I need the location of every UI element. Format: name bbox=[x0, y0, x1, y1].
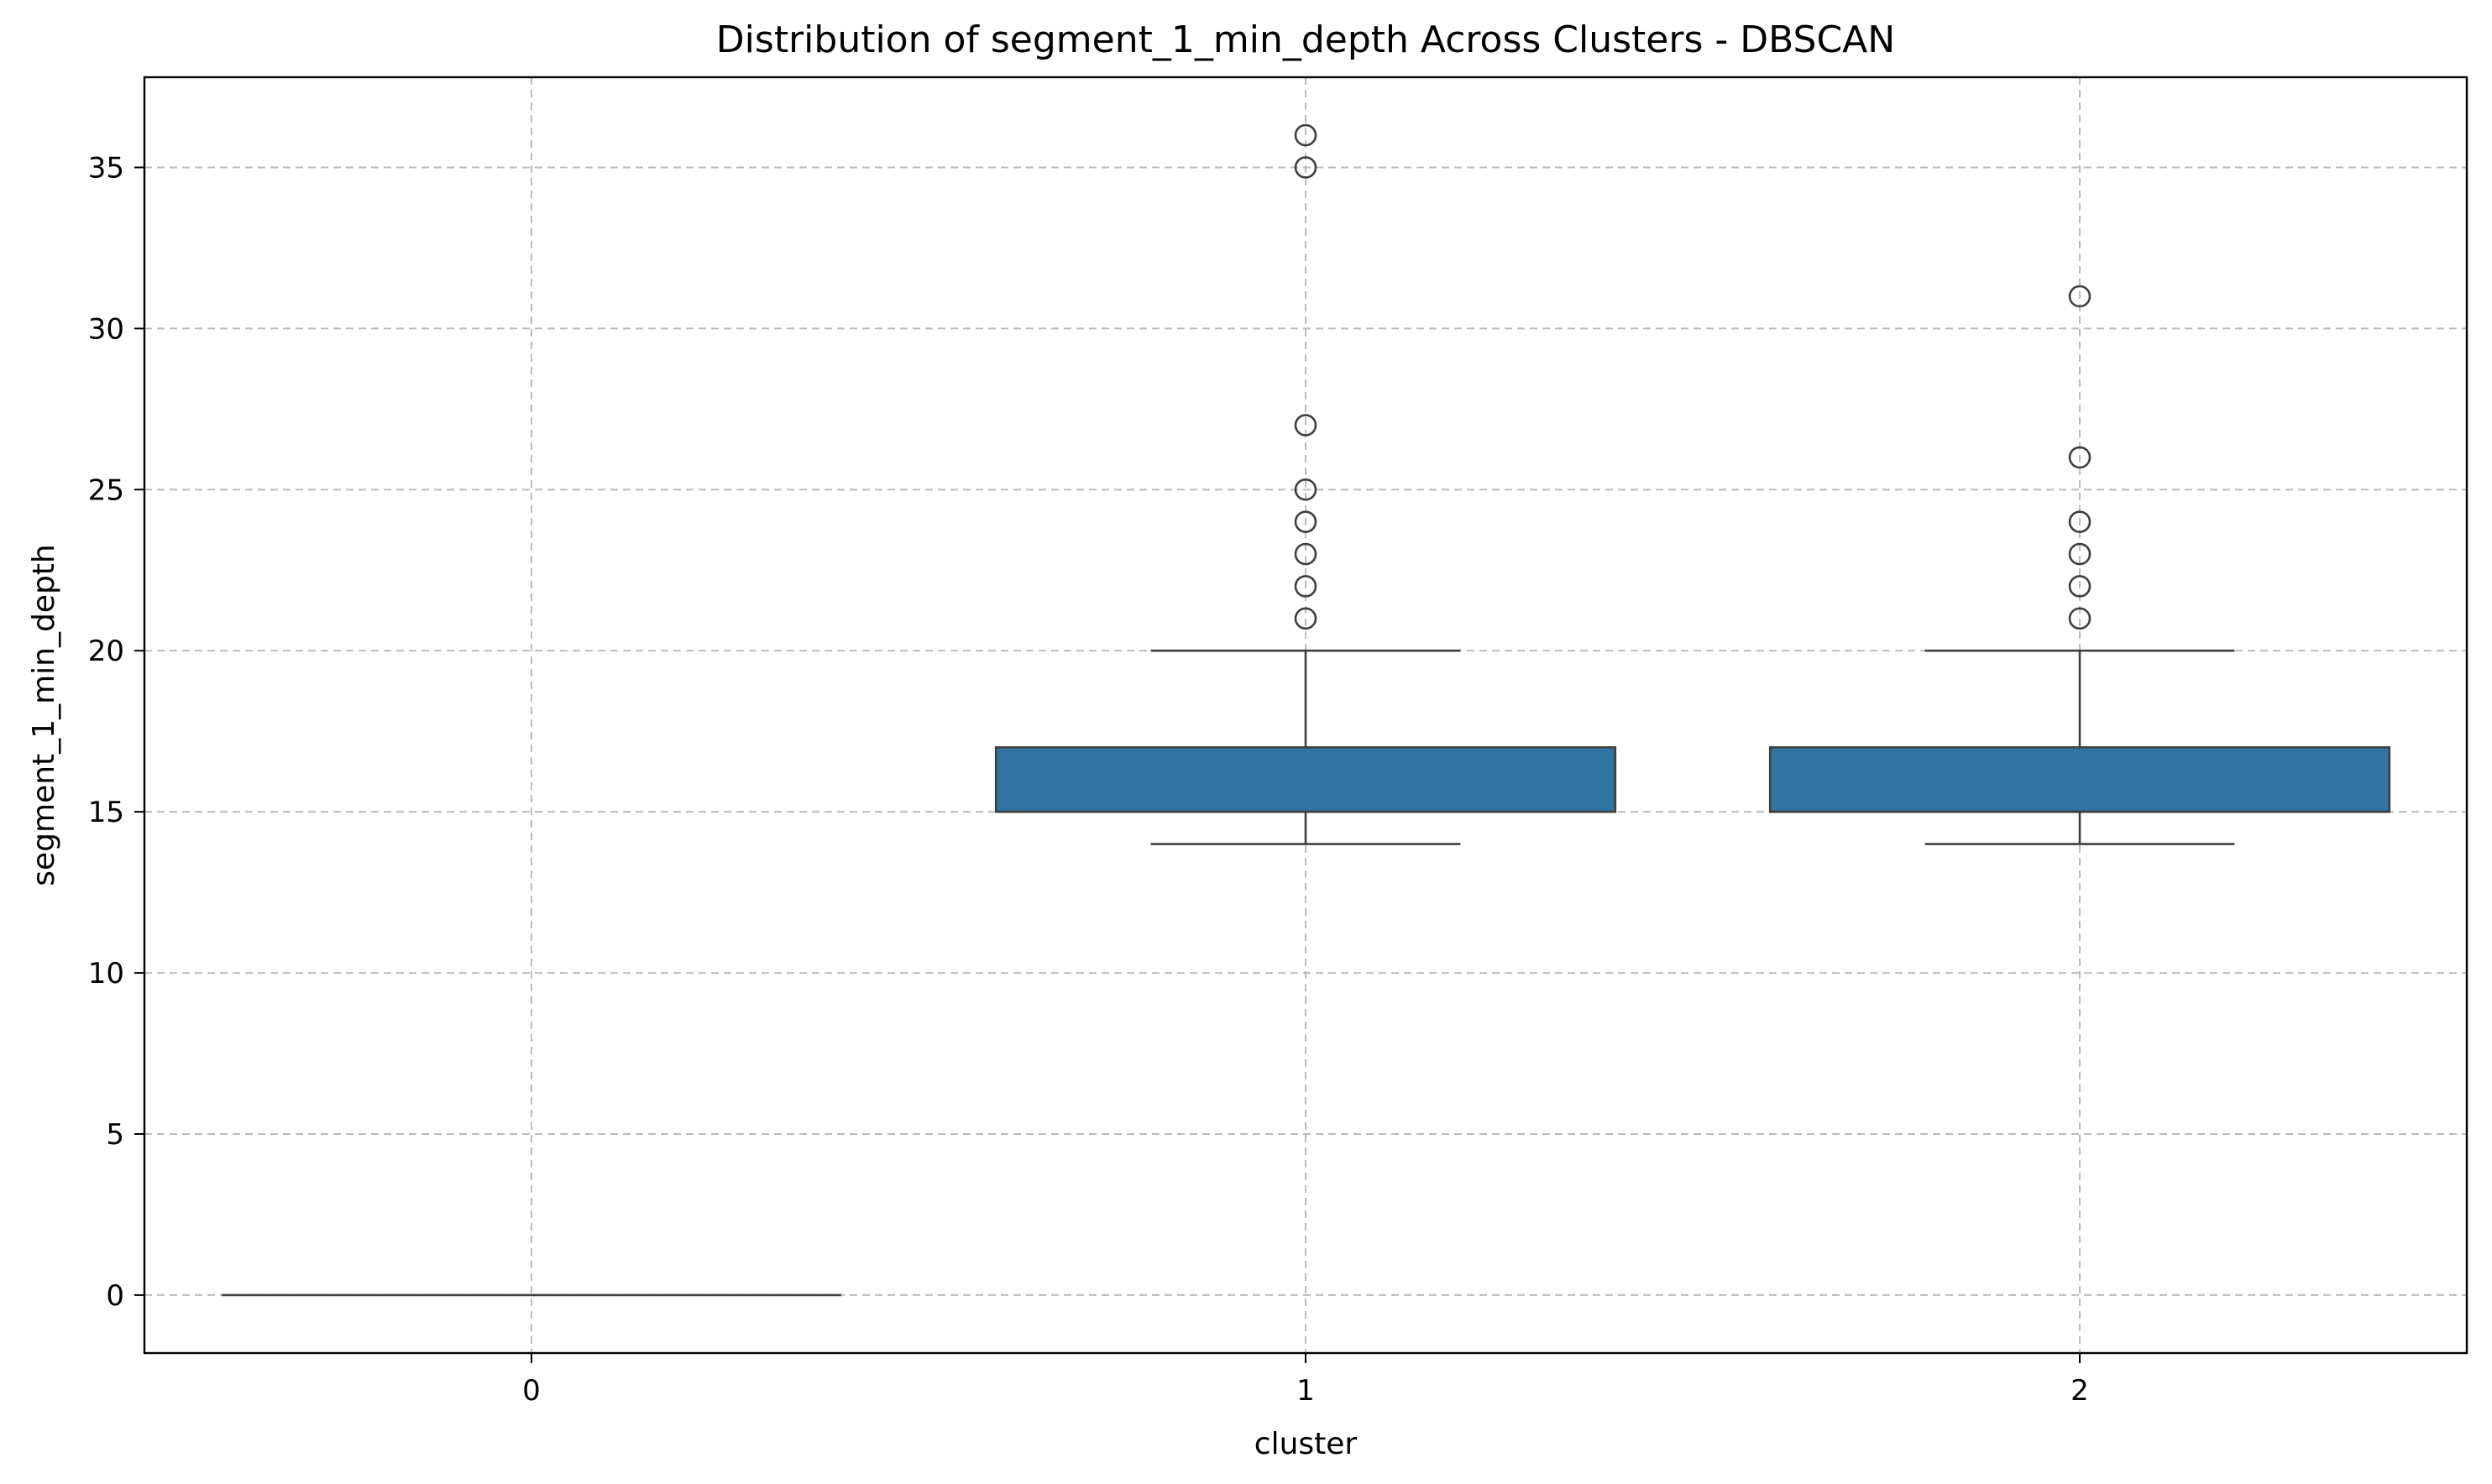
x-tick-label: 2 bbox=[2071, 1374, 2089, 1408]
outlier-point bbox=[2068, 510, 2092, 533]
outlier-point bbox=[1294, 123, 1317, 147]
x-tick-label: 1 bbox=[1296, 1374, 1315, 1408]
outlier-point bbox=[1294, 542, 1317, 566]
y-tick-label: 5 bbox=[106, 1118, 124, 1152]
outlier-point bbox=[2068, 542, 2092, 566]
y-tick-label: 10 bbox=[88, 957, 124, 990]
outlier-point bbox=[1294, 510, 1317, 533]
outlier-point bbox=[2068, 575, 2092, 598]
outlier-point bbox=[1294, 414, 1317, 436]
box-iqr bbox=[994, 746, 1617, 813]
outlier-point bbox=[2068, 285, 2092, 308]
y-tick-label: 30 bbox=[88, 312, 124, 346]
chart-title: Distribution of segment_1_min_depth Acro… bbox=[716, 18, 1895, 61]
box-iqr bbox=[1768, 746, 2391, 813]
y-tick-label: 25 bbox=[88, 473, 124, 507]
outlier-point bbox=[2068, 607, 2092, 630]
outlier-point bbox=[1294, 607, 1317, 630]
y-axis-label: segment_1_min_depth bbox=[27, 544, 61, 886]
outlier-point bbox=[1294, 156, 1317, 179]
x-axis-label: cluster bbox=[1254, 1427, 1358, 1461]
y-tick-label: 0 bbox=[106, 1279, 124, 1313]
boxes bbox=[222, 123, 2391, 1297]
x-tick-label: 0 bbox=[522, 1374, 541, 1408]
axis-ticks: 0 5 10 15 20 25 30 35 0 1 2 bbox=[88, 151, 2089, 1408]
y-tick-label: 20 bbox=[88, 635, 124, 668]
outlier-point bbox=[2068, 446, 2092, 469]
y-tick-label: 15 bbox=[88, 796, 124, 829]
y-tick-label: 35 bbox=[88, 151, 124, 185]
outlier-point bbox=[1294, 478, 1317, 501]
outlier-point bbox=[1294, 575, 1317, 598]
